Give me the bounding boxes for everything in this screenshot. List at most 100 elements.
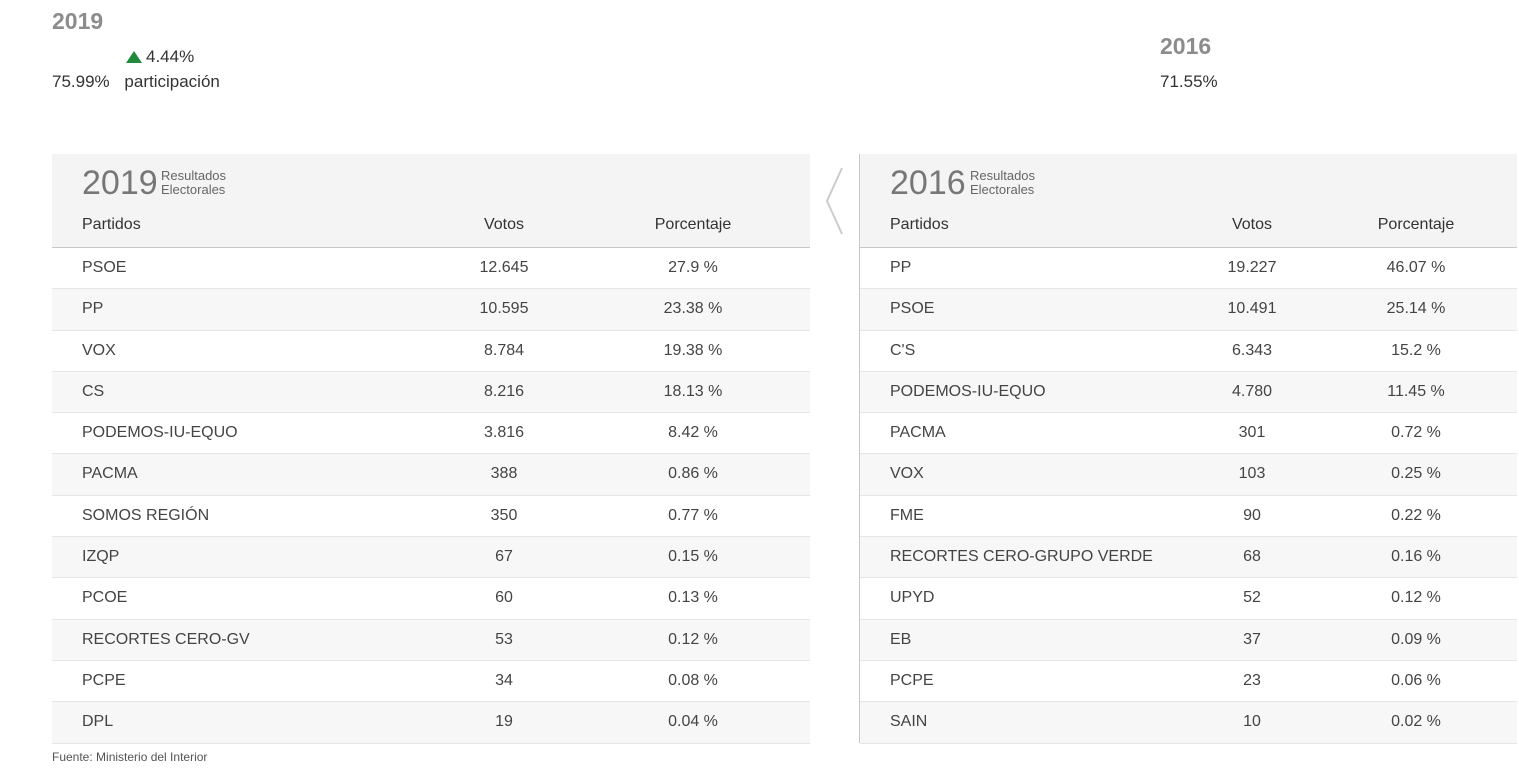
results-table-2019: 2019 Resultados Electorales Partidos Vot… [52,154,810,744]
party-name: EB [890,630,912,648]
vote-percentage: 8.42 % [668,424,718,442]
vote-percentage: 0.08 % [668,671,718,689]
vote-count: 4.780 [1231,382,1273,400]
previous-year-label: 2016 [1160,33,1212,59]
vote-count: 67 [495,548,513,566]
table-row: VOX 103 0.25 % [860,454,1517,496]
table-subtitle: Resultados Electorales [970,169,1035,197]
vote-percentage: 0.13 % [668,589,718,607]
vote-count: 10 [1243,713,1261,731]
vote-count: 12.645 [479,259,529,276]
participation-delta: 4.44% [126,47,194,67]
table-row: UPYD 52 0.12 % [860,578,1517,620]
party-name: PODEMOS-IU-EQUO [82,424,238,442]
vote-percentage: 0.22 % [1391,506,1441,524]
party-name: VOX [82,341,116,359]
table-subtitle: Resultados Electorales [161,169,226,197]
vote-percentage: 0.15 % [668,548,718,566]
party-name: UPYD [890,589,935,607]
table-subtitle-line1: Resultados [161,168,227,183]
table-row: SAIN 10 0.02 % [860,702,1517,744]
vote-percentage: 0.12 % [1391,589,1441,607]
col-header-party: Partidos [890,216,949,233]
party-name: RECORTES CERO-GV [82,630,250,648]
party-name: FME [890,506,924,524]
table-row: VOX 8.784 19.38 % [52,331,810,372]
table-header: 2016 Resultados Electorales Partidos Vot… [860,154,1517,248]
party-name: SAIN [890,713,928,731]
vote-percentage: 15.2 % [1391,341,1441,359]
col-header-votes: Votos [483,216,525,233]
party-name: PP [890,259,912,276]
current-participation-value: 75.99% [52,72,110,91]
table-row: EB 37 0.09 % [860,619,1517,661]
party-name: SOMOS REGIÓN [82,506,210,524]
vote-count: 8.784 [483,341,525,359]
vote-percentage: 0.04 % [668,713,718,731]
vote-count: 103 [1238,465,1266,483]
vote-percentage: 0.09 % [1391,630,1441,648]
vote-count: 301 [1238,424,1266,442]
vote-count: 10.491 [1227,300,1277,318]
table-row: PCPE 34 0.08 % [52,661,810,703]
vote-percentage: 46.07 % [1386,259,1446,276]
party-name: RECORTES CERO-GRUPO VERDE [890,548,1153,566]
vote-count: 34 [495,671,513,689]
vote-percentage: 0.72 % [1391,424,1441,442]
vote-percentage: 23.38 % [663,300,723,318]
vote-percentage: 0.16 % [1391,548,1441,566]
table-row: CS 8.216 18.13 % [52,371,810,414]
vote-count: 6.343 [1231,341,1273,359]
party-name: CS [82,382,105,400]
table-row: PSOE 12.645 27.9 % [52,248,810,290]
triangle-up-icon [126,51,142,63]
party-name: IZQP [82,548,120,566]
party-name: PACMA [82,465,138,483]
party-name: PSOE [890,300,935,318]
party-name: PP [82,300,104,318]
vote-percentage: 18.13 % [663,382,723,400]
table-row: PP 19.227 46.07 % [860,248,1517,290]
vote-count: 52 [1243,589,1261,607]
results-table-2016: 2016 Resultados Electorales Partidos Vot… [860,154,1517,744]
vote-count: 19 [495,713,513,731]
party-name: PCOE [82,589,128,607]
party-name: DPL [82,713,114,731]
vote-percentage: 0.25 % [1391,465,1441,483]
table-row: PSOE 10.491 25.14 % [860,289,1517,331]
col-header-pct: Porcentaje [654,216,732,233]
table-subtitle-line2: Electorales [161,182,226,197]
vote-count: 53 [495,630,513,648]
table-row: SOMOS REGIÓN 350 0.77 % [52,496,810,538]
previous-participation-value: 71.55% [1160,72,1218,91]
vote-percentage: 19.38 % [663,341,723,359]
current-year-label: 2019 [52,8,104,34]
party-name: PSOE [82,259,127,276]
table-row: PODEMOS-IU-EQUO 3.816 8.42 % [52,413,810,455]
vote-count: 3.816 [483,424,525,442]
vote-percentage: 11.45 % [1387,382,1445,400]
vote-percentage: 27.9 % [668,259,718,276]
table-header: 2019 Resultados Electorales Partidos Vot… [52,154,810,248]
vote-percentage: 0.02 % [1391,713,1441,731]
chevron-left-icon[interactable] [824,166,846,236]
vote-percentage: 0.86 % [668,465,718,483]
vote-percentage: 0.77 % [668,506,718,524]
party-name: PCPE [82,671,126,689]
vote-count: 388 [490,465,518,483]
table-row: PCPE 23 0.06 % [860,661,1517,703]
table-row: PODEMOS-IU-EQUO 4.780 11.45 % [860,371,1517,414]
party-name: PCPE [890,671,934,689]
party-name: PODEMOS-IU-EQUO [890,382,1046,400]
vote-count: 60 [495,589,513,607]
vote-count: 8.216 [483,382,525,400]
vote-count: 19.227 [1227,259,1277,276]
table-row: PACMA 301 0.72 % [860,413,1517,455]
col-header-pct: Porcentaje [1377,216,1455,233]
participation-delta-value: 4.44% [146,47,195,66]
party-name: C'S [890,341,916,359]
current-participation: 75.99% participación [52,72,220,92]
vote-count: 37 [1243,630,1261,648]
table-subtitle-line2: Electorales [970,182,1035,197]
col-header-party: Partidos [82,216,141,233]
